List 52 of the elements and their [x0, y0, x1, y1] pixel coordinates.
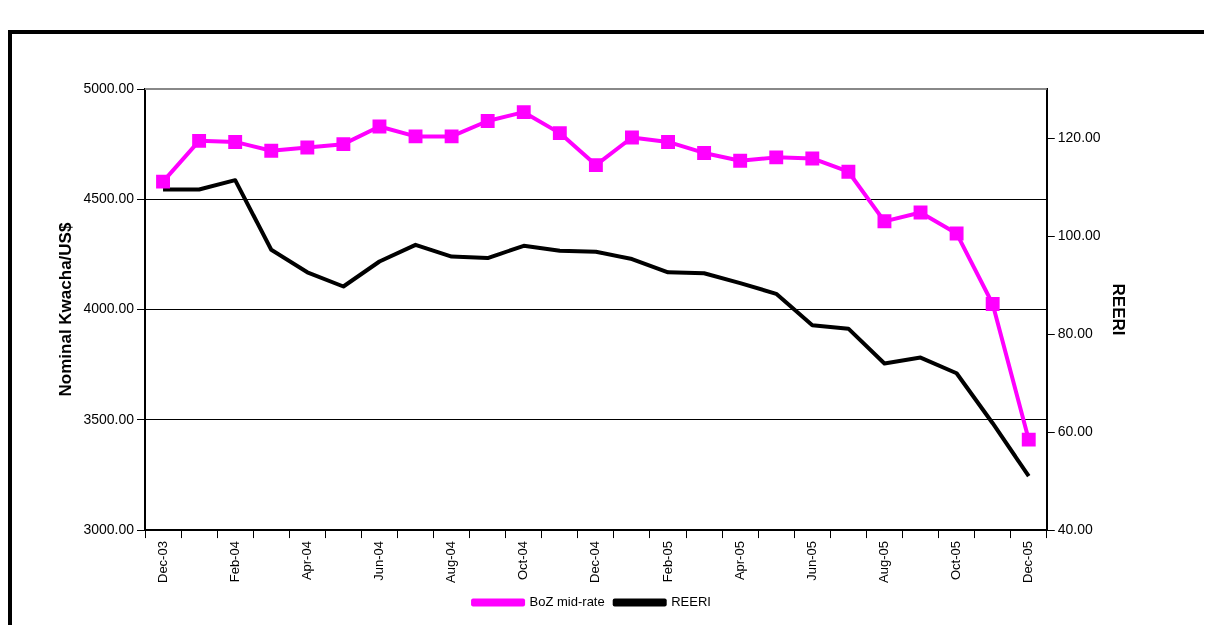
y2-tick-label: 120.00	[1057, 128, 1101, 145]
x-tick-label: Apr-05	[731, 541, 747, 581]
point	[552, 126, 567, 141]
x-tick-label: Aug-04	[443, 541, 459, 583]
x-tick-label: Feb-04	[226, 541, 242, 583]
x-tick-label: Jun-04	[371, 541, 387, 581]
y-axis-title: Nominal Kwacha/US$	[55, 222, 75, 397]
x-tick-label: Feb-05	[659, 541, 675, 583]
point	[877, 214, 892, 229]
legend-label: BoZ mid-rate	[529, 594, 605, 610]
point	[192, 133, 207, 148]
y-tick-label: 3500.00	[83, 410, 135, 427]
y-tick-label: 4000.00	[83, 300, 135, 317]
y2-tick-label: 80.00	[1057, 324, 1094, 341]
x-tick-label: Dec-04	[587, 541, 603, 583]
point	[697, 146, 712, 160]
x-tick-label: Dec-03	[154, 541, 170, 583]
point	[985, 297, 1000, 311]
point	[156, 174, 170, 189]
y2-axis-title: REERI	[1109, 283, 1129, 336]
y-tick-label: 4500.00	[83, 190, 135, 207]
x-tick-label: Jun-05	[803, 541, 819, 581]
point	[588, 158, 603, 173]
point	[625, 130, 639, 145]
x-tick-label: Oct-04	[515, 541, 531, 581]
point	[336, 137, 351, 152]
point	[913, 205, 928, 220]
y2-tick-label: 60.00	[1057, 422, 1094, 439]
x-tick-label: Dec-05	[1020, 541, 1036, 583]
y-tick-label: 5000.00	[83, 79, 135, 96]
point	[661, 134, 675, 149]
point	[733, 153, 748, 168]
point	[805, 151, 820, 166]
x-tick-label: Apr-04	[298, 541, 314, 581]
point	[769, 150, 784, 165]
point	[228, 134, 243, 149]
point	[841, 164, 856, 179]
point	[949, 226, 964, 241]
point	[516, 105, 531, 120]
y2-tick-label: 100.00	[1057, 226, 1101, 243]
point	[1021, 432, 1036, 447]
y2-tick-label: 40.00	[1057, 520, 1094, 537]
point	[408, 129, 423, 144]
point	[372, 119, 387, 134]
point	[264, 143, 279, 158]
legend-label: REERI	[671, 594, 711, 610]
point	[300, 140, 315, 155]
point	[480, 114, 495, 128]
y-tick-label: 3000.00	[83, 520, 135, 537]
x-tick-label: Aug-05	[876, 541, 892, 583]
x-tick-label: Oct-05	[948, 541, 964, 581]
point	[444, 129, 459, 144]
